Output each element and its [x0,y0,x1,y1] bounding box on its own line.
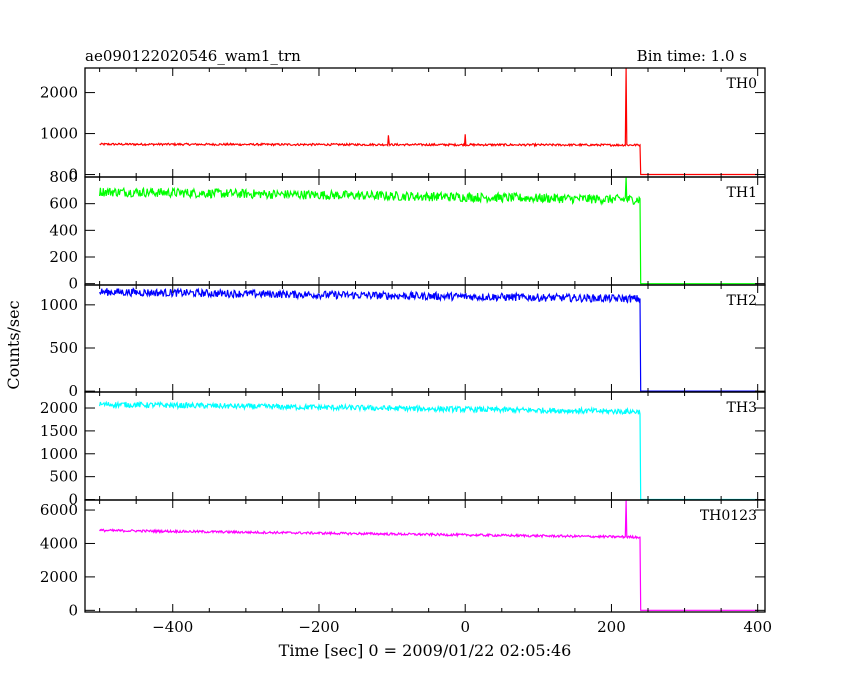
series-line-th3 [99,400,758,500]
panel-name: TH0123 [700,508,757,524]
y-tick-label: 0 [68,491,78,509]
panel-name: TH0 [727,76,757,92]
y-tick-label: 0 [68,166,78,184]
panel-name: TH3 [727,400,757,416]
y-tick-label: 1000 [40,445,78,463]
panel-th0123: 0 2000 4000 6000 TH0123 [40,499,766,619]
y-axis-label: Counts/sec [4,300,23,389]
panel-th0: 0 1000 2000 TH0 [40,67,766,184]
x-tick-label: 0 [460,618,470,636]
panel-name: TH1 [727,185,757,201]
y-tick-label: 6000 [40,501,78,519]
panel-th2: 0 500 1000 TH2 [40,284,766,400]
series-line-th0 [99,68,758,176]
panel-th3: 0 500 1000 1500 2000 TH3 [40,391,766,509]
chart-subtitle: Bin time: 1.0 s [637,47,747,65]
y-tick-label: 2000 [40,399,78,417]
y-tick-label: 200 [49,248,78,266]
y-tick-label: 4000 [40,534,78,552]
panel-frame [84,67,766,178]
y-tick-label: 1000 [40,125,78,143]
y-tick-label: 1500 [40,422,78,440]
panel-frame [84,499,766,613]
x-tick-label: −200 [298,618,339,636]
y-tick-label: 0 [68,601,78,619]
series-line-th1 [99,177,758,285]
y-tick-label: 2000 [40,568,78,586]
chart-title: ae090122020546_wam1_trn [85,47,301,65]
x-tick-label: 400 [743,618,772,636]
y-tick-label: 0 [68,382,78,400]
y-tick-label: 500 [49,339,78,357]
x-tick-label: 200 [597,618,626,636]
y-tick-label: 600 [49,195,78,213]
series-line-th0123 [99,500,758,611]
y-tick-label: 0 [68,275,78,293]
y-tick-label: 1000 [40,296,78,314]
x-axis-label: Time [sec] 0 = 2009/01/22 02:05:46 [279,641,572,660]
y-tick-label: 400 [49,221,78,239]
panel-th1: 0 200 400 600 800 TH1 [49,168,766,293]
panel-name: TH2 [727,293,757,309]
y-tick-label: 500 [49,468,78,486]
panel-frame [84,284,766,393]
series-line-th2 [99,287,758,392]
y-tick-label: 2000 [40,84,78,102]
y-tick-label: 800 [49,168,78,186]
x-tick-label: −400 [152,618,193,636]
